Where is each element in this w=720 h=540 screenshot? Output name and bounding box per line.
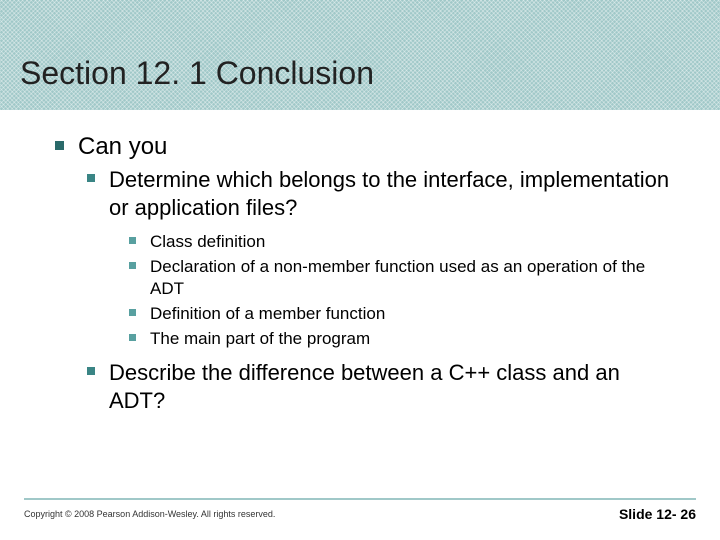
level3-text: Class definition: [150, 231, 265, 252]
square-bullet-icon: [129, 334, 136, 341]
footer: Copyright © 2008 Pearson Addison-Wesley.…: [0, 498, 720, 522]
square-bullet-icon: [87, 367, 95, 375]
bullet-level1: Can you: [55, 132, 680, 162]
copyright-text: Copyright © 2008 Pearson Addison-Wesley.…: [24, 509, 275, 519]
square-bullet-icon: [87, 174, 95, 182]
bullet-level2: Determine which belongs to the interface…: [87, 166, 680, 221]
bullet-level3: Class definition: [129, 231, 680, 252]
bullet-level3: Declaration of a non-member function use…: [129, 256, 680, 299]
square-bullet-icon: [129, 262, 136, 269]
level3-text: Definition of a member function: [150, 303, 385, 324]
bullet-level2: Describe the difference between a C++ cl…: [87, 359, 680, 414]
square-bullet-icon: [55, 141, 64, 150]
level1-text: Can you: [78, 132, 167, 162]
bullet-level3: Definition of a member function: [129, 303, 680, 324]
slide-number: Slide 12- 26: [619, 506, 696, 522]
slide-title: Section 12. 1 Conclusion: [20, 55, 374, 92]
level2-text: Determine which belongs to the interface…: [109, 166, 680, 221]
level3-text: The main part of the program: [150, 328, 370, 349]
content-area: Can you Determine which belongs to the i…: [0, 110, 720, 414]
square-bullet-icon: [129, 237, 136, 244]
bullet-level3: The main part of the program: [129, 328, 680, 349]
footer-line: Copyright © 2008 Pearson Addison-Wesley.…: [24, 498, 696, 522]
title-band: Section 12. 1 Conclusion: [0, 0, 720, 110]
level2-text: Describe the difference between a C++ cl…: [109, 359, 680, 414]
level3-text: Declaration of a non-member function use…: [150, 256, 680, 299]
square-bullet-icon: [129, 309, 136, 316]
